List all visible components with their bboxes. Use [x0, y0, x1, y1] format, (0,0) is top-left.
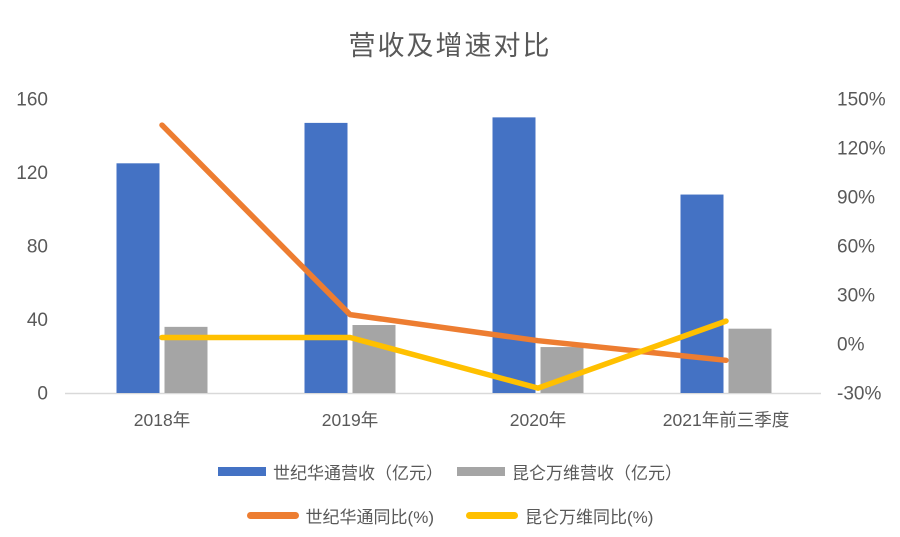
gray-bar-swatch-icon	[457, 466, 505, 476]
legend-item-shiji-yoy: 世纪华通同比(%)	[246, 503, 434, 528]
bar-blue-2020年	[492, 117, 536, 393]
left-axis-tick: 0	[37, 384, 48, 405]
legend-item-kunlun-yoy: 昆仑万维同比(%)	[466, 503, 653, 528]
line-yellow	[159, 318, 729, 391]
left-axis-tick: 80	[27, 237, 48, 258]
bar-blue-2019年	[304, 122, 348, 393]
legend-item-kunlun-revenue: 昆仑万维营收（亿元）	[457, 459, 682, 484]
x-axis-label: 2021年前三季度	[663, 410, 789, 430]
legend-item-shiji-revenue: 世纪华通营收（亿元）	[218, 459, 443, 484]
legend-label-kunlun-yoy: 昆仑万维同比(%)	[525, 507, 654, 527]
chart-legend: 世纪华通营收（亿元） 昆仑万维营收（亿元） 世纪华通同比(%) 昆仑万维同比(%…	[0, 459, 900, 528]
right-axis-tick: -30%	[837, 384, 881, 405]
revenue-growth-combo-chart: 160 120 80 40 0 150% 120% 90% 60% 30% 0% -30% 2018年 2…	[16, 90, 886, 431]
yellow-line-swatch-icon	[466, 511, 518, 519]
legend-label-kunlun-revenue: 昆仑万维营收（亿元）	[512, 463, 682, 483]
x-axis-label: 2020年	[510, 410, 566, 430]
legend-row-lines: 世纪华通同比(%) 昆仑万维同比(%)	[0, 503, 900, 528]
right-axis-tick: 90%	[837, 188, 875, 209]
legend-label-shiji-yoy: 世纪华通同比(%)	[305, 507, 434, 527]
left-axis-tick: 40	[27, 310, 48, 331]
left-axis-tick: 120	[16, 163, 48, 184]
bar-gray-2019年	[352, 325, 396, 393]
bar-blue-2018年	[116, 163, 160, 393]
x-axis-label: 2018年	[134, 410, 190, 430]
left-axis-tick: 160	[16, 90, 48, 111]
right-axis-tick: 150%	[837, 90, 886, 111]
legend-row-bars: 世纪华通营收（亿元） 昆仑万维营收（亿元）	[0, 459, 900, 484]
right-axis-tick: 0%	[837, 335, 865, 356]
right-axis-tick: 60%	[837, 237, 875, 258]
orange-line-swatch-icon	[246, 511, 299, 519]
right-axis-tick: 30%	[837, 286, 875, 307]
line-orange	[159, 122, 729, 364]
blue-bar-swatch-icon	[218, 466, 266, 476]
chart-title: 营收及增速对比	[348, 31, 552, 61]
legend-label-shiji-revenue: 世纪华通营收（亿元）	[273, 463, 443, 483]
x-axis-label: 2019年	[322, 410, 378, 430]
bar-gray-2021年前三季度	[728, 328, 772, 393]
right-axis-tick: 120%	[837, 139, 886, 160]
bar-blue-2021年前三季度	[680, 194, 724, 393]
